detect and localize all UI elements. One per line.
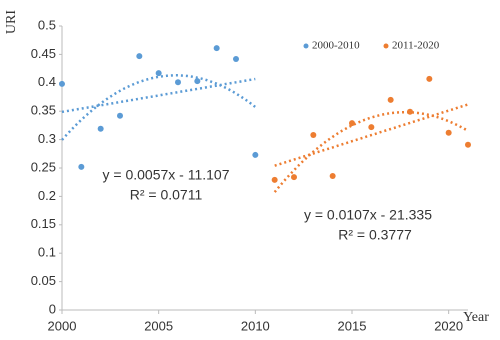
annotation: R² = 0.3777 <box>338 227 412 243</box>
point <box>426 75 433 82</box>
x-tick-label: 2020 <box>434 318 463 333</box>
x-axis-label: Year <box>463 310 489 325</box>
point <box>368 124 375 131</box>
point <box>233 55 239 62</box>
y-tick-label: 0.2 <box>38 188 56 203</box>
point <box>175 79 181 86</box>
y-tick-label: 0.1 <box>38 245 56 260</box>
trendline <box>61 77 256 114</box>
x-tick-label: 2015 <box>338 318 367 333</box>
point <box>349 120 355 127</box>
point <box>445 129 452 136</box>
point <box>329 172 336 179</box>
point <box>407 108 413 115</box>
trendline <box>61 74 257 141</box>
point <box>310 132 317 139</box>
point <box>117 112 123 119</box>
y-tick-label: 0.5 <box>38 17 56 32</box>
point <box>155 70 162 77</box>
y-tick-label: 0.25 <box>31 159 56 174</box>
y-tick-label: 0.45 <box>31 46 56 61</box>
x-tick-label: 2005 <box>144 318 173 333</box>
point <box>387 96 394 103</box>
y-tick-label: 0 <box>49 301 56 316</box>
y-tick-label: 0.3 <box>38 131 56 146</box>
y-axis-label: URI <box>4 10 19 34</box>
point <box>78 163 85 170</box>
point <box>194 78 201 85</box>
y-tick-label: 0.05 <box>31 273 56 288</box>
point <box>97 125 104 132</box>
legend-marker <box>303 43 309 49</box>
x-tick-label: 2000 <box>48 318 77 333</box>
y-tick-label: 0.35 <box>31 103 56 118</box>
point <box>252 151 259 158</box>
trendline <box>274 103 469 167</box>
annotation: R² = 0.0711 <box>130 187 203 203</box>
annotation: y = 0.0107x - 21.335 <box>304 207 432 223</box>
annotation: y = 0.0057x - 11.107 <box>103 167 230 183</box>
point <box>465 141 471 148</box>
x-tick-label: 2010 <box>241 318 270 333</box>
legend-marker <box>383 43 389 49</box>
point <box>59 80 65 87</box>
y-tick-label: 0.4 <box>38 74 56 89</box>
point <box>213 45 220 52</box>
y-tick-label: 0.15 <box>31 216 56 231</box>
point <box>136 53 143 60</box>
legend-label: 2011-2020 <box>392 40 440 52</box>
point <box>271 176 278 183</box>
point <box>291 174 297 181</box>
legend-label: 2000-2010 <box>312 40 360 52</box>
